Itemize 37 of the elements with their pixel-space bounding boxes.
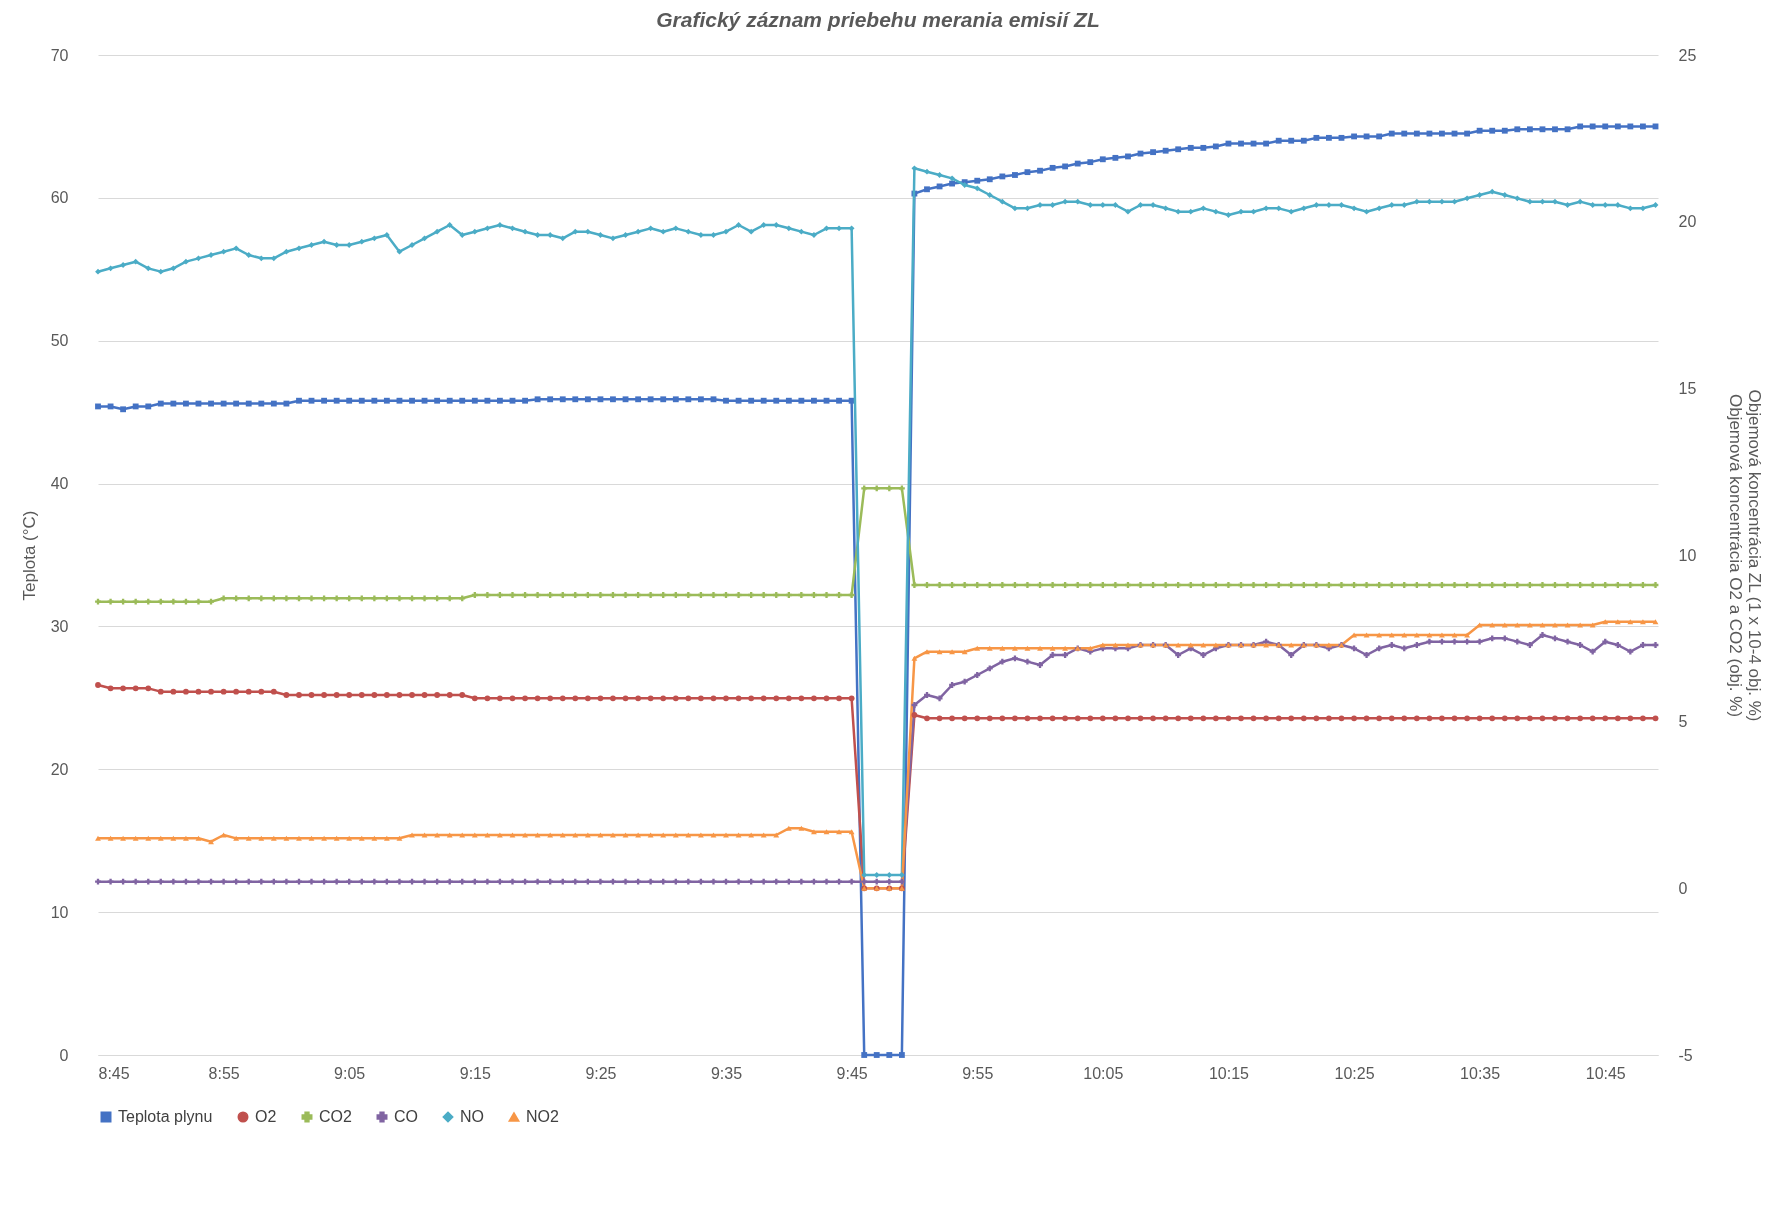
legend-label: CO2: [319, 1108, 352, 1125]
x-tick-label: 10:15: [1208, 1064, 1250, 1082]
x-tick-label: 10:35: [1460, 1064, 1501, 1082]
y2-tick-label: -5: [1678, 1046, 1693, 1064]
x-tick-label: 8:55: [208, 1064, 240, 1082]
x-tick-label: 9:45: [836, 1064, 868, 1082]
chart-title: Grafický záznam priebehu merania emisií ZL: [656, 8, 1100, 31]
legend-label: NO2: [526, 1108, 559, 1125]
y2-tick-label: 0: [1678, 879, 1688, 897]
y2-axis-title: Objemová koncentrácia ZL (1 x 10-4 obj. %) Objemová koncentrácia O2 a CO2 (obj. %): [1726, 389, 1765, 722]
y-tick-label: 10: [50, 903, 69, 921]
x-tick-label: 10:05: [1083, 1064, 1124, 1082]
x-tick-label: 9:55: [962, 1064, 994, 1082]
y-tick-label: 40: [50, 475, 69, 493]
y2-tick-label: 25: [1678, 46, 1697, 64]
legend-label: CO: [394, 1108, 418, 1125]
x-tick-label: 9:35: [710, 1064, 743, 1082]
x-tick-label: 10:25: [1334, 1064, 1375, 1082]
y-tick-label: 20: [50, 760, 69, 778]
y2-tick-label: 10: [1678, 546, 1697, 564]
y-axis-title: Teplota (°C): [19, 510, 39, 601]
y2-tick-label: 20: [1678, 213, 1697, 231]
y-tick-label: 30: [50, 617, 69, 635]
legend-label: NO: [460, 1108, 484, 1125]
x-tick-label: 9:15: [459, 1064, 491, 1082]
y-tick-label: 50: [50, 332, 69, 350]
x-tick-label: 10:45: [1585, 1064, 1626, 1082]
x-tick-label: 8:45: [98, 1064, 130, 1082]
y-tick-label: 0: [59, 1046, 69, 1064]
x-tick-label: 9:05: [334, 1064, 366, 1082]
y-tick-label: 60: [50, 189, 69, 207]
x-tick-label: 9:25: [585, 1064, 617, 1082]
y2-tick-label: 5: [1678, 713, 1688, 731]
y2-tick-label: 15: [1678, 379, 1697, 397]
legend-label: O2: [255, 1108, 277, 1125]
legend-label: Teplota plynu: [118, 1108, 213, 1125]
y-tick-label: 70: [50, 46, 69, 64]
